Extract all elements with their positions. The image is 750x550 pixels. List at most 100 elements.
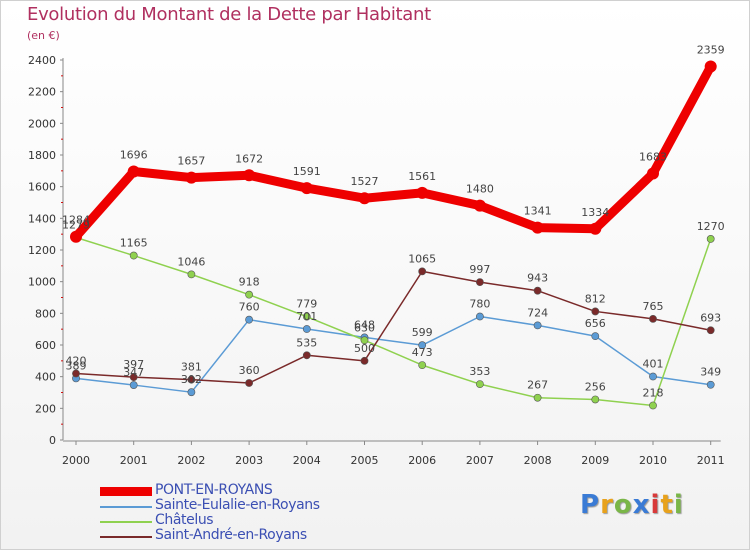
logo-letter: r: [600, 490, 614, 520]
data-point: [300, 182, 313, 195]
data-point: [418, 341, 427, 350]
data-label: 693: [700, 311, 721, 324]
data-point: [72, 369, 80, 378]
data-label: 1657: [177, 155, 205, 168]
data-label: 397: [123, 358, 144, 371]
data-point: [533, 321, 542, 330]
legend-swatch: [100, 506, 152, 508]
y-tick-label: 2000: [28, 117, 56, 130]
logo-letter: x: [632, 490, 651, 520]
data-point: [358, 192, 371, 205]
legend-item: Châtelus: [100, 512, 500, 529]
y-tick-label: 1400: [28, 212, 56, 225]
data-point: [591, 332, 600, 341]
data-label: 389: [66, 359, 87, 372]
data-point: [706, 380, 715, 389]
data-point: [360, 356, 369, 365]
series-line-3: [75, 270, 712, 384]
data-point: [647, 167, 659, 180]
data-point: [649, 372, 657, 381]
data-label: 1046: [177, 255, 205, 268]
data-point: [129, 251, 138, 260]
x-tick-label: 2003: [235, 454, 263, 467]
chart-title: Evolution du Montant de la Dette par Hab…: [27, 4, 431, 25]
data-label: 1334: [581, 206, 609, 219]
data-point: [129, 381, 138, 389]
data-point: [418, 267, 427, 276]
legend-item: Sainte-Eulalie-en-Royans: [100, 497, 500, 514]
data-label: 1480: [466, 183, 494, 196]
data-label: 780: [469, 298, 490, 311]
legend-swatch: [100, 521, 152, 523]
data-label: 630: [354, 321, 375, 334]
data-label: 500: [354, 342, 375, 355]
x-tick-label: 2008: [524, 454, 552, 467]
data-label: 1270: [697, 220, 725, 233]
x-tick-label: 2010: [639, 454, 667, 467]
y-tick-label: 1800: [28, 149, 56, 162]
data-label: 302: [181, 373, 202, 386]
legend-label: Sainte-Eulalie-en-Royans: [155, 497, 320, 513]
data-point: [475, 380, 484, 389]
data-label: 1672: [235, 152, 263, 165]
data-label: 1591: [293, 165, 321, 178]
data-label: 1527: [351, 175, 379, 188]
x-tick-label: 2002: [177, 454, 205, 467]
data-label: 349: [700, 366, 721, 379]
data-label: 1065: [408, 252, 436, 265]
data-label: 420: [66, 355, 87, 368]
data-label: 997: [469, 263, 490, 276]
logo-letter: i: [650, 490, 661, 520]
y-tick-label: 0: [49, 434, 56, 447]
data-point: [243, 169, 256, 182]
proxiti-logo: Proxiti: [580, 490, 684, 520]
data-point: [302, 312, 311, 321]
chart-subtitle: (en €): [27, 29, 60, 42]
data-label: 535: [296, 336, 317, 349]
y-tick-label: 600: [35, 339, 56, 352]
y-tick-label: 800: [35, 307, 56, 320]
data-point: [245, 290, 253, 299]
data-label: 1165: [120, 237, 148, 250]
legend-label: Saint-André-en-Royans: [155, 527, 307, 543]
legend-label: PONT-EN-ROYANS: [155, 482, 273, 498]
data-label: 918: [239, 276, 260, 289]
data-label: 1279: [62, 218, 90, 231]
series-line-2: [75, 236, 712, 407]
x-tick-label: 2000: [62, 454, 90, 467]
data-point: [589, 222, 602, 235]
y-tick-label: 400: [35, 371, 56, 384]
data-label: 765: [643, 300, 664, 313]
data-label: 267: [527, 379, 548, 392]
data-label: 1341: [524, 205, 552, 218]
data-point: [416, 186, 429, 199]
series-line-0: [71, 61, 716, 242]
data-point: [704, 60, 717, 73]
data-label: 943: [527, 272, 548, 285]
x-tick-label: 2009: [581, 454, 609, 467]
data-point: [533, 286, 542, 295]
data-point: [473, 199, 486, 212]
data-label: 473: [412, 346, 433, 359]
data-label: 724: [527, 306, 548, 319]
x-tick-label: 2005: [351, 454, 379, 467]
y-tick-label: 1200: [28, 244, 56, 257]
data-point: [418, 361, 427, 370]
data-label: 812: [585, 292, 606, 305]
x-tick-label: 2004: [293, 454, 321, 467]
logo-letter: t: [660, 490, 674, 520]
legend-label: Châtelus: [155, 512, 214, 528]
data-point: [70, 230, 82, 243]
data-point: [649, 401, 657, 410]
data-point: [127, 165, 140, 178]
data-label: 1284: [62, 214, 90, 227]
logo-letter: P: [580, 490, 601, 520]
data-label: 1683: [639, 151, 667, 164]
x-tick-label: 2001: [120, 454, 148, 467]
data-label: 256: [585, 380, 606, 393]
y-tick-label: 200: [35, 402, 56, 415]
data-point: [187, 388, 196, 397]
data-point: [245, 315, 253, 324]
data-point: [649, 314, 657, 323]
